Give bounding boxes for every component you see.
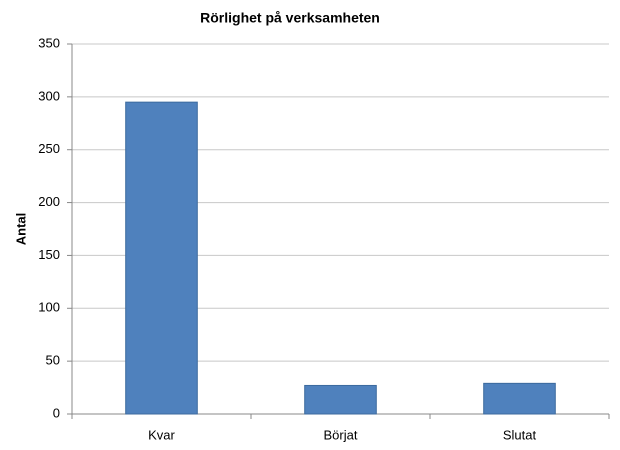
chart-title: Rörlighet på verksamheten	[200, 10, 380, 26]
x-tick-label: Kvar	[148, 427, 175, 442]
bar	[304, 384, 377, 415]
y-tick-label: 150	[38, 247, 60, 262]
y-tick-label: 350	[38, 35, 60, 50]
y-tick-label: 300	[38, 88, 60, 103]
bar	[483, 382, 556, 415]
x-tick-label: Börjat	[324, 427, 358, 442]
bar	[125, 101, 198, 415]
y-tick-label: 250	[38, 141, 60, 156]
y-tick-label: 200	[38, 194, 60, 209]
y-tick-label: 100	[38, 300, 60, 315]
x-tick-label: Slutat	[503, 427, 537, 442]
y-axis-label: Antal	[13, 213, 28, 246]
y-tick-label: 50	[46, 353, 60, 368]
y-tick-label: 0	[53, 405, 60, 420]
